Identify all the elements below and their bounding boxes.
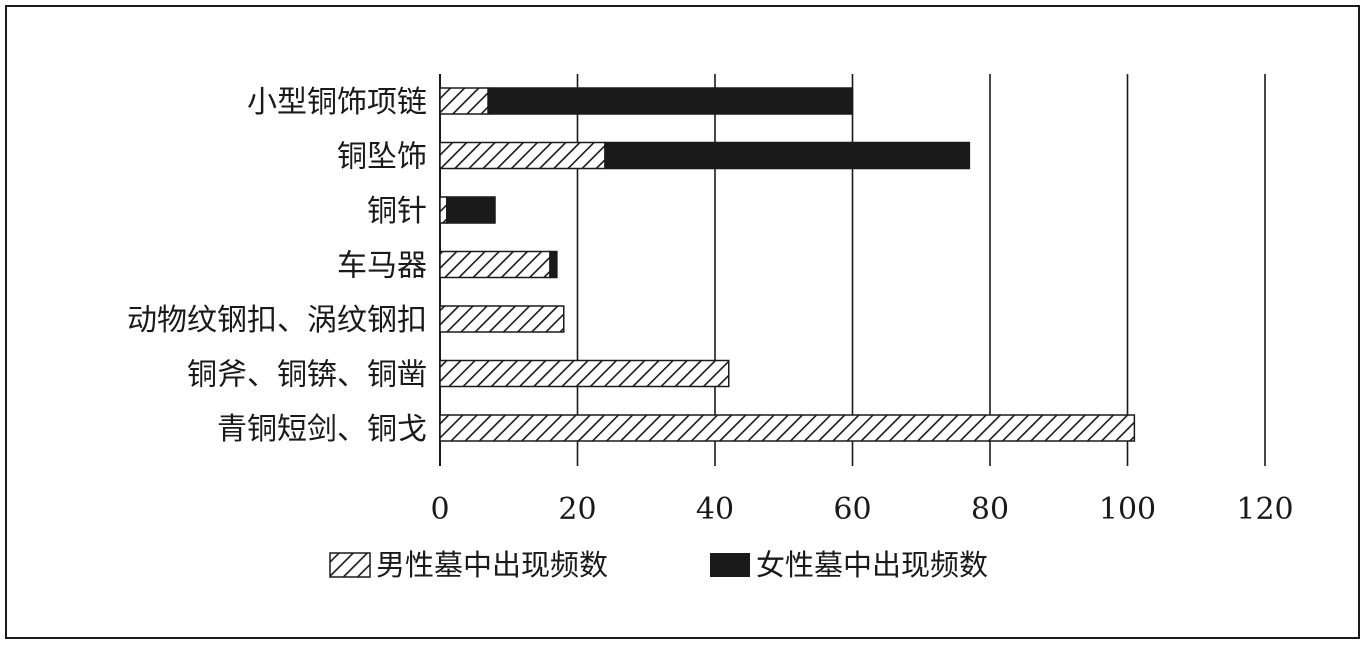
bar-male [439,87,489,115]
bar-female [446,196,496,224]
x-tick-label: 120 [1236,492,1293,527]
category-label: 小型铜饰项链 [247,85,427,120]
legend-swatch-male [329,552,371,578]
x-tick-label: 60 [833,492,871,527]
bar-female [604,141,971,170]
category-label: 铜针 [367,194,427,229]
x-tick-labels: 0 20 40 60 80 100 120 [430,492,1293,527]
legend: 男性墓中出现频数 女性墓中出现频数 [329,548,988,582]
gridlines [439,74,1266,466]
bar-male [439,141,606,170]
category-label: 铜斧、铜锛、铜凿 [187,358,427,393]
bars [439,87,1136,442]
bar-female [487,87,854,115]
legend-label-female: 女性墓中出现频数 [756,548,988,582]
legend-label-male: 男性墓中出现频数 [376,548,608,582]
bar-male [439,305,565,333]
bar-male [439,414,1136,442]
category-label: 青铜短剑、铜戈 [217,412,427,447]
x-tick-label: 80 [971,492,1009,527]
x-tick-label: 100 [1099,492,1156,527]
x-tick-label: 40 [696,492,734,527]
bar-female [549,250,558,279]
x-tick-label: 0 [430,492,449,527]
category-label: 动物纹钢扣、涡纹钢扣 [127,303,427,338]
bar-male [439,196,448,224]
legend-swatch-female [710,553,750,577]
category-label: 铜坠饰 [337,140,427,175]
x-tick-label: 20 [558,492,596,527]
category-label: 车马器 [337,249,427,284]
bar-male [439,250,551,279]
bar-male [439,359,730,388]
